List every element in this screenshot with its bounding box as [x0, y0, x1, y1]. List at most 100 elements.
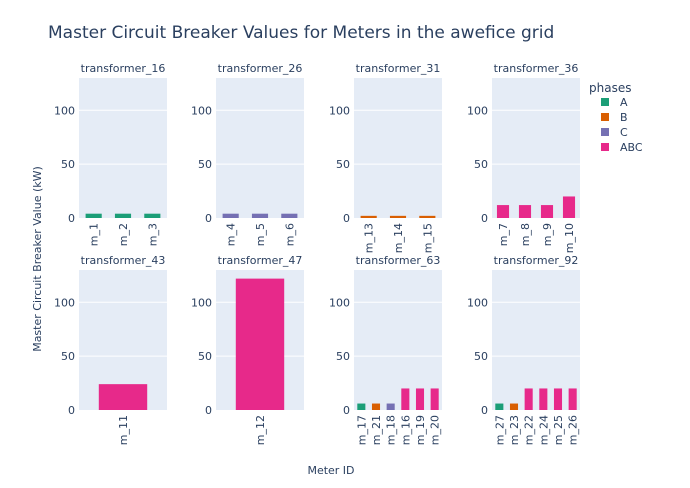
x-tick-label: m_23 [508, 415, 521, 445]
panel-title: transformer_26 [218, 62, 303, 75]
panel-transformer_47: 0 50 100 transformer_47 m_12 [191, 254, 304, 445]
x-tick-label: m_27 [493, 415, 506, 445]
x-tick-label: m_6 [283, 223, 296, 246]
y-tick-label: 0 [343, 404, 350, 417]
y-tick-label: 100 [54, 296, 75, 309]
bar-m_11[interactable] [98, 384, 148, 410]
legend-label-A[interactable]: A [620, 96, 628, 109]
y-tick-label: 50 [198, 158, 212, 171]
bar-m_16[interactable] [401, 388, 410, 410]
x-axis-label: Meter ID [307, 464, 354, 477]
bar-m_14[interactable] [389, 215, 407, 218]
bar-m_25[interactable] [553, 388, 563, 410]
bar-m_17[interactable] [357, 403, 366, 410]
legend: phases ABC ABC [589, 81, 643, 154]
panel-background [492, 78, 580, 218]
x-tick-label: m_7 [497, 223, 510, 246]
panel-title: transformer_16 [81, 62, 166, 75]
y-tick-label: 100 [191, 104, 212, 117]
panel-background [354, 78, 442, 218]
x-tick-label: m_12 [254, 415, 267, 445]
legend-swatch-B[interactable] [601, 113, 609, 121]
x-tick-label: m_1 [88, 223, 101, 246]
bar-m_13[interactable] [360, 215, 377, 218]
x-tick-label: m_26 [567, 415, 580, 445]
legend-swatch-A[interactable] [601, 98, 609, 106]
panel-transformer_36: 0 50 100 transformer_36 m_7 m_8 m_9 m_10 [467, 62, 580, 253]
legend-label-B[interactable]: B [620, 111, 628, 124]
panel-transformer_16: 0 50 100 transformer_16 m_1 m_2 m_3 [54, 62, 167, 246]
y-tick-label: 50 [474, 350, 488, 363]
bar-m_12[interactable] [235, 278, 285, 410]
bar-m_27[interactable] [495, 403, 504, 410]
panel-transformer_92: 0 50 100 transformer_92 m_27 m_23 m_22 m_24 m_25… [467, 254, 580, 445]
panel-background [216, 78, 304, 218]
x-tick-label: m_5 [254, 223, 267, 246]
x-tick-label: m_24 [537, 415, 550, 445]
x-tick-label: m_13 [363, 223, 376, 253]
bar-m_9[interactable] [540, 205, 554, 218]
y-tick-label: 50 [61, 350, 75, 363]
x-tick-label: m_2 [117, 223, 130, 246]
legend-title: phases [589, 81, 631, 95]
chart-title: Master Circuit Breaker Values for Meters… [48, 23, 554, 43]
y-tick-label: 100 [329, 296, 350, 309]
x-tick-label: m_9 [541, 223, 554, 246]
x-tick-label: m_14 [392, 223, 405, 253]
x-tick-label: m_4 [225, 223, 238, 246]
x-tick-label: m_25 [552, 415, 565, 445]
bar-m_22[interactable] [524, 388, 533, 410]
bar-m_4[interactable] [222, 213, 239, 218]
y-tick-label: 50 [336, 158, 350, 171]
bar-m_3[interactable] [144, 213, 161, 218]
bar-m_10[interactable] [562, 196, 576, 218]
y-tick-label: 50 [61, 158, 75, 171]
x-tick-label: m_3 [146, 223, 159, 246]
x-tick-label: m_20 [429, 415, 442, 445]
bar-m_23[interactable] [509, 403, 519, 410]
panel-background [79, 78, 167, 218]
panel-transformer_31: 0 50 100 transformer_31 m_13 m_14 m_15 [329, 62, 442, 253]
x-tick-label: m_15 [421, 223, 434, 253]
bar-m_8[interactable] [518, 205, 532, 218]
bar-m_15[interactable] [419, 215, 436, 218]
legend-swatch-ABC[interactable] [601, 143, 609, 151]
legend-label-C[interactable]: C [620, 126, 628, 139]
panel-title: transformer_92 [494, 254, 579, 267]
y-axis-label: Master Circuit Breaker Value (kW) [31, 166, 44, 352]
x-tick-label: m_21 [370, 415, 383, 445]
bar-m_19[interactable] [415, 388, 425, 410]
x-tick-label: m_18 [385, 415, 398, 445]
bar-m_5[interactable] [251, 213, 269, 218]
bar-m_18[interactable] [386, 403, 395, 410]
panel-background [354, 270, 442, 410]
x-tick-label: m_19 [414, 415, 427, 445]
legend-swatch-C[interactable] [601, 128, 609, 136]
x-tick-label: m_16 [399, 415, 412, 445]
bar-m_26[interactable] [568, 388, 577, 410]
y-tick-label: 50 [474, 158, 488, 171]
bar-m_21[interactable] [371, 403, 381, 410]
panels: 0 50 100 transformer_16 m_1 m_2 m_3 0 50 100 trans… [54, 62, 580, 445]
panel-transformer_26: 0 50 100 transformer_26 m_4 m_5 m_6 [191, 62, 304, 246]
y-tick-label: 100 [54, 104, 75, 117]
y-tick-label: 50 [336, 350, 350, 363]
bar-m_24[interactable] [539, 388, 548, 410]
bar-m_1[interactable] [85, 213, 102, 218]
y-tick-label: 0 [68, 404, 75, 417]
bar-m_6[interactable] [281, 213, 298, 218]
y-tick-label: 0 [481, 404, 488, 417]
panel-background [492, 270, 580, 410]
panel-title: transformer_36 [494, 62, 579, 75]
y-tick-label: 0 [68, 212, 75, 225]
bar-m_2[interactable] [114, 213, 132, 218]
x-tick-label: m_17 [355, 415, 368, 445]
y-tick-label: 100 [467, 104, 488, 117]
bar-m_7[interactable] [496, 205, 510, 218]
y-tick-label: 0 [205, 212, 212, 225]
y-tick-label: 50 [198, 350, 212, 363]
legend-label-ABC[interactable]: ABC [620, 141, 643, 154]
bar-m_20[interactable] [430, 388, 439, 410]
panel-title: transformer_63 [356, 254, 441, 267]
panel-title: transformer_43 [81, 254, 166, 267]
